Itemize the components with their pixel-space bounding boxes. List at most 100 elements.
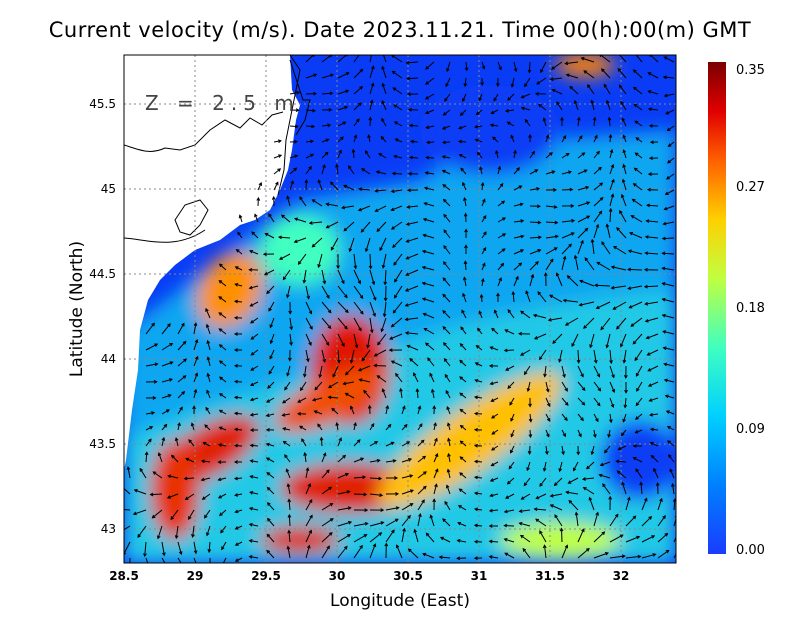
velocity-arrowhead: [308, 165, 312, 170]
velocity-arrowhead: [546, 433, 550, 438]
velocity-arrowhead: [250, 336, 255, 340]
velocity-arrowhead: [611, 374, 615, 379]
velocity-arrow: [523, 477, 531, 486]
velocity-arrow: [668, 454, 675, 463]
velocity-arrow: [664, 205, 675, 210]
velocity-arrow: [266, 413, 275, 417]
velocity-arrowhead: [497, 165, 502, 170]
velocity-arrowhead: [408, 458, 413, 462]
velocity-arrow: [417, 456, 426, 463]
velocity-arrow: [513, 249, 524, 255]
velocity-arrowhead: [406, 205, 411, 209]
velocity-arrow: [550, 493, 563, 497]
velocity-arrowhead: [556, 101, 560, 106]
velocity-arrow: [396, 545, 403, 559]
velocity-arrowhead: [179, 406, 183, 411]
velocity-arrowhead: [233, 332, 238, 336]
velocity-arrowhead: [510, 134, 515, 139]
velocity-arrowhead: [439, 536, 444, 541]
velocity-arrowhead: [359, 68, 364, 73]
velocity-arrowhead: [363, 534, 368, 538]
velocity-arrowhead: [376, 458, 381, 463]
velocity-arrow: [459, 472, 467, 479]
velocity-arrowhead: [513, 68, 518, 73]
velocity-arrow: [574, 255, 579, 271]
velocity-arrowhead: [233, 395, 238, 400]
velocity-arrowhead: [662, 515, 666, 519]
velocity-arrow: [425, 342, 435, 351]
velocity-arrowhead: [629, 232, 634, 236]
velocity-arrowhead: [549, 504, 554, 508]
velocity-arrow: [497, 200, 505, 207]
velocity-arrowhead: [443, 244, 447, 249]
velocity-arrowhead: [570, 232, 575, 236]
velocity-arrowhead: [583, 70, 588, 74]
velocity-arrow: [529, 249, 541, 255]
velocity-arrowhead: [643, 497, 648, 502]
velocity-arrowhead: [475, 344, 480, 349]
velocity-arrowhead: [287, 357, 292, 362]
velocity-arrow: [401, 515, 411, 527]
velocity-arrow: [513, 262, 522, 271]
velocity-arrowhead: [322, 452, 327, 457]
velocity-arrowhead: [370, 422, 375, 427]
velocity-arrowhead: [218, 328, 223, 332]
velocity-arrowhead: [206, 389, 210, 394]
velocity-arrowhead: [616, 470, 621, 475]
velocity-arrow: [288, 514, 291, 527]
velocity-arrow: [239, 215, 243, 223]
velocity-arrowhead: [525, 290, 529, 295]
velocity-arrowhead: [296, 90, 301, 95]
velocity-arrowhead: [644, 251, 649, 256]
velocity-arrow: [383, 301, 387, 317]
velocity-arrowhead: [392, 244, 396, 249]
velocity-arrow: [250, 365, 259, 371]
velocity-arrowhead: [326, 469, 330, 474]
velocity-arrowhead: [524, 118, 529, 123]
velocity-arrowhead: [665, 410, 670, 414]
velocity-arrow: [520, 310, 531, 319]
velocity-arrowhead: [383, 297, 388, 302]
velocity-arrowhead: [604, 552, 609, 556]
velocity-arrow: [201, 477, 211, 481]
velocity-arrow: [273, 168, 281, 175]
velocity-arrowhead: [553, 205, 558, 209]
velocity-arrow: [234, 300, 243, 303]
velocity-arrow: [289, 333, 292, 346]
velocity-arrow: [478, 93, 483, 101]
velocity-arrowhead: [278, 154, 283, 158]
velocity-arrowhead: [311, 55, 315, 58]
velocity-arrow: [545, 413, 551, 422]
velocity-arrow: [646, 220, 659, 223]
velocity-arrow: [566, 491, 579, 495]
velocity-arrow: [234, 477, 243, 480]
velocity-arrow: [640, 482, 643, 495]
velocity-arrowhead: [607, 433, 611, 439]
velocity-arrowhead: [443, 213, 447, 218]
velocity-arrow: [175, 437, 179, 447]
velocity-arrow: [577, 215, 590, 223]
velocity-arrow: [424, 202, 435, 207]
velocity-arrow: [666, 410, 675, 415]
velocity-arrowhead: [564, 402, 569, 406]
velocity-arrowhead: [372, 312, 376, 317]
velocity-arrowhead: [317, 263, 321, 269]
velocity-arrowhead: [601, 531, 606, 536]
velocity-arrowhead: [459, 456, 464, 460]
velocity-arrowhead: [217, 460, 222, 464]
velocity-arrow: [369, 521, 384, 527]
y-tick: 43: [101, 522, 116, 536]
velocity-arrow: [177, 557, 182, 563]
velocity-arrow: [593, 381, 601, 391]
velocity-arrow: [158, 452, 163, 463]
velocity-arrowhead: [360, 228, 365, 233]
velocity-arrow: [583, 70, 595, 79]
velocity-arrow: [407, 205, 419, 208]
velocity-arrow: [431, 389, 435, 399]
velocity-arrowhead: [569, 187, 574, 192]
velocity-arrowhead: [562, 134, 567, 139]
velocity-arrowhead: [409, 357, 414, 362]
velocity-arrowhead: [661, 251, 666, 256]
x-tick: 30: [329, 569, 346, 583]
velocity-arrowhead: [596, 373, 601, 378]
